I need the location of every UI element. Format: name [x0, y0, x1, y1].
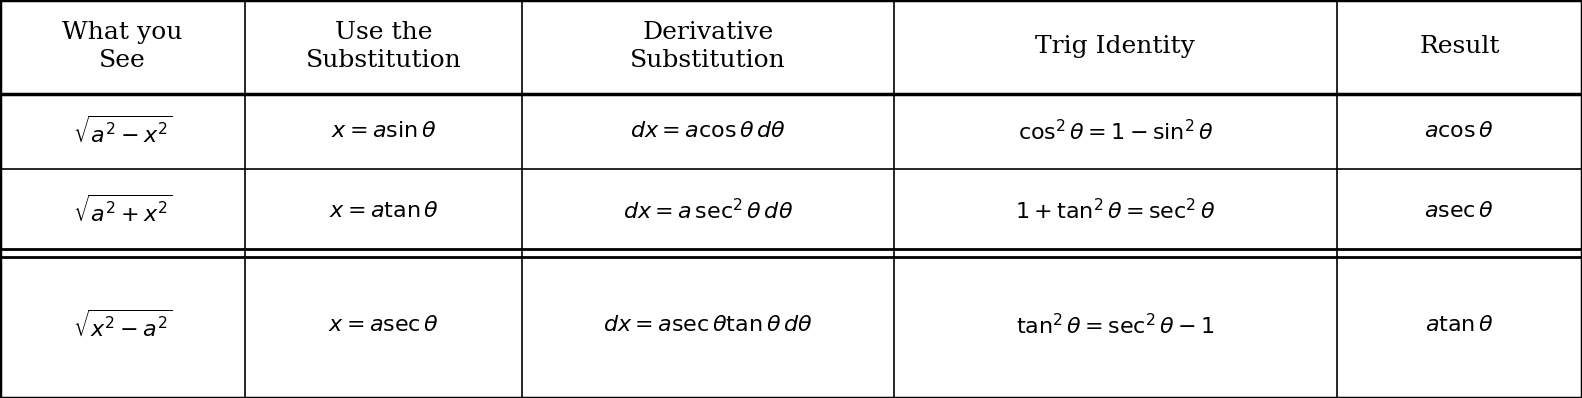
Text: $1 + \tan^2 \theta = \sec^2 \theta$: $1 + \tan^2 \theta = \sec^2 \theta$: [1016, 198, 1215, 224]
Text: $dx = a \sec \theta \tan \theta \, d\theta$: $dx = a \sec \theta \tan \theta \, d\the…: [603, 315, 813, 336]
Text: See: See: [100, 49, 146, 72]
Text: Substitution: Substitution: [305, 49, 462, 72]
Text: $\sqrt{x^2 - a^2}$: $\sqrt{x^2 - a^2}$: [73, 310, 172, 341]
Text: $\sqrt{a^2 - x^2}$: $\sqrt{a^2 - x^2}$: [73, 115, 172, 147]
Text: Result: Result: [1419, 35, 1500, 58]
Text: $\cos^2 \theta = 1 - \sin^2 \theta$: $\cos^2 \theta = 1 - \sin^2 \theta$: [1017, 119, 1213, 144]
Text: $\sqrt{a^2 + x^2}$: $\sqrt{a^2 + x^2}$: [73, 195, 172, 227]
Text: $x = a \sec \theta$: $x = a \sec \theta$: [327, 315, 440, 336]
Text: Use the: Use the: [335, 21, 432, 44]
Text: Substitution: Substitution: [630, 49, 786, 72]
Text: $x = a \sin \theta$: $x = a \sin \theta$: [331, 121, 437, 141]
Text: Trig Identity: Trig Identity: [1035, 35, 1196, 58]
Text: $\tan^2 \theta = \sec^2 \theta - 1$: $\tan^2 \theta = \sec^2 \theta - 1$: [1016, 313, 1215, 338]
Text: $x = a \tan \theta$: $x = a \tan \theta$: [329, 201, 438, 221]
Text: $a \sec \theta$: $a \sec \theta$: [1424, 201, 1495, 221]
Text: $dx = a \cos \theta \, d\theta$: $dx = a \cos \theta \, d\theta$: [630, 121, 786, 141]
Text: $a \cos \theta$: $a \cos \theta$: [1424, 121, 1495, 141]
Text: $dx = a \, \sec^2 \theta \, d\theta$: $dx = a \, \sec^2 \theta \, d\theta$: [623, 198, 793, 224]
Text: $a \tan \theta$: $a \tan \theta$: [1425, 315, 1493, 336]
Text: What you: What you: [62, 21, 184, 44]
Text: Derivative: Derivative: [642, 21, 774, 44]
